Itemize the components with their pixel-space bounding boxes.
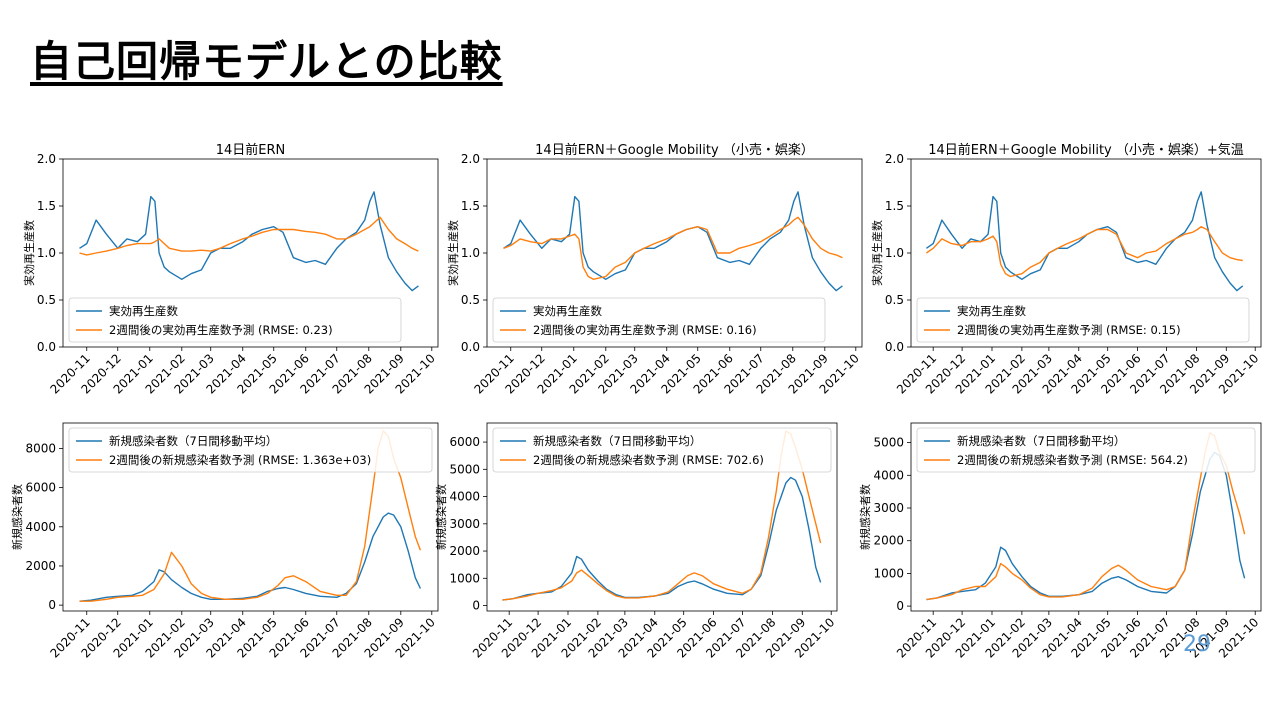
y-tick-label: 0.0: [885, 340, 904, 354]
y-tick-label: 5000: [873, 436, 904, 450]
legend-box: [68, 297, 402, 343]
legend-label: 新規感染者数（7日間移動平均）: [957, 434, 1125, 448]
y-tick-label: 3000: [873, 501, 904, 515]
series-line-1: [926, 451, 1246, 601]
legend: 実効再生産数 2週間後の実効再生産数予測 (RMSE: 0.23): [68, 297, 402, 343]
y-tick-label: 1.0: [885, 246, 904, 260]
y-tick-label: 1.0: [37, 246, 56, 260]
legend-label: 2週間後の実効再生産数予測 (RMSE: 0.23): [109, 323, 333, 337]
series-line-2: [79, 216, 419, 256]
y-axis-label: 実効再生産数: [22, 220, 36, 286]
legend-box: [916, 297, 1250, 343]
plot-frame: [486, 422, 838, 612]
y-tick-label: 2000: [25, 559, 56, 573]
y-tick-label: 0.0: [461, 340, 480, 354]
y-tick-label: 1.5: [37, 199, 56, 213]
legend-box: [916, 427, 1256, 473]
slide-title: 自己回帰モデルとの比較: [30, 37, 503, 86]
chart-panel-3: 14日前ERN＋Google Mobility （小売・娯楽）+気温 0.0 0.5…: [870, 142, 1262, 397]
chart-title: 14日前ERN＋Google Mobility （小売・娯楽）: [535, 142, 814, 158]
y-tick-label: 0.0: [37, 340, 56, 354]
y-tick-label: 8000: [25, 441, 56, 455]
legend-label: 実効再生産数: [533, 304, 602, 318]
y-tick-label: 0: [896, 599, 904, 613]
legend: 新規感染者数（7日間移動平均） 2週間後の新規感染者数予測 (RMSE: 1.36…: [68, 427, 433, 473]
chart-panel-1: 14日前ERN0.00.51.01.52.0実効再生産数2020-112020-…: [22, 142, 439, 397]
legend: 実効再生産数 2週間後の実効再生産数予測 (RMSE: 0.15): [916, 297, 1250, 343]
y-tick-label: 1.5: [461, 199, 480, 213]
y-tick-label: 0: [48, 598, 56, 612]
chart-panel-5: 0100020003000400050006000新規感染者数2020-1120…: [434, 422, 838, 661]
legend-label: 2週間後の新規感染者数予測 (RMSE: 702.6): [533, 453, 764, 467]
y-tick-label: 1000: [449, 571, 480, 585]
y-tick-label: 2.0: [885, 152, 904, 166]
plot-frame: [910, 422, 1262, 612]
y-tick-label: 2000: [873, 534, 904, 548]
legend-box: [492, 297, 826, 343]
y-tick-label: 2.0: [461, 152, 480, 166]
legend: 新規感染者数（7日間移動平均） 2週間後の新規感染者数予測 (RMSE: 702.…: [492, 427, 832, 473]
legend-label: 実効再生産数: [957, 304, 1026, 318]
legend-label: 2週間後の実効再生産数予測 (RMSE: 0.16): [533, 323, 757, 337]
y-tick-label: 0: [472, 599, 480, 613]
y-tick-label: 0.5: [37, 293, 56, 307]
legend-box: [492, 427, 832, 473]
y-tick-label: 1.0: [461, 246, 480, 260]
y-axis-label: 新規感染者数: [10, 484, 24, 550]
y-tick-label: 6000: [25, 481, 56, 495]
y-tick-label: 3000: [449, 517, 480, 531]
y-axis-label: 実効再生産数: [870, 220, 884, 286]
legend-label: 2週間後の実効再生産数予測 (RMSE: 0.15): [957, 323, 1181, 337]
chart-panel-2: 14日前ERN＋Google Mobility （小売・娯楽） 0.0 0.5 1.0…: [446, 142, 863, 397]
y-tick-label: 0.5: [885, 293, 904, 307]
series-line-1: [502, 476, 822, 601]
plot-frame: [62, 422, 439, 612]
chart-panel-6: 010002000300040005000新規感染者数2020-112020-1…: [858, 422, 1262, 661]
y-tick-label: 1.5: [885, 199, 904, 213]
legend: 新規感染者数（7日間移動平均） 2週間後の新規感染者数予測 (RMSE: 564.…: [916, 427, 1256, 473]
y-tick-label: 1000: [873, 566, 904, 580]
series-line-1: [79, 512, 422, 602]
y-tick-label: 2000: [449, 544, 480, 558]
y-tick-label: 4000: [873, 468, 904, 482]
y-tick-label: 5000: [449, 462, 480, 476]
page-number: 29: [1183, 632, 1211, 657]
y-axis-label: 新規感染者数: [858, 484, 872, 550]
y-tick-label: 2.0: [37, 152, 56, 166]
chart-panel-4: 02000400060008000新規感染者数2020-112020-12202…: [10, 422, 439, 661]
chart-title: 14日前ERN＋Google Mobility （小売・娯楽）+気温: [928, 142, 1244, 158]
legend-label: 新規感染者数（7日間移動平均）: [533, 434, 701, 448]
series-line-2: [503, 216, 843, 280]
series-line-1: [926, 191, 1244, 292]
y-tick-label: 6000: [449, 435, 480, 449]
legend-label: 実効再生産数: [109, 304, 178, 318]
series-line-2: [926, 225, 1243, 278]
y-axis-label: 新規感染者数: [434, 484, 448, 550]
legend-box: [68, 427, 433, 473]
legend-label: 2週間後の新規感染者数予測 (RMSE: 564.2): [957, 453, 1188, 467]
legend-label: 2週間後の新規感染者数予測 (RMSE: 1.363e+03): [109, 453, 371, 467]
legend: 実効再生産数 2週間後の実効再生産数予測 (RMSE: 0.16): [492, 297, 826, 343]
series-line-1: [503, 191, 843, 292]
chart-title: 14日前ERN: [216, 142, 286, 158]
y-tick-label: 4000: [449, 490, 480, 504]
legend-label: 新規感染者数（7日間移動平均）: [109, 434, 277, 448]
y-axis-label: 実効再生産数: [446, 220, 460, 286]
y-tick-label: 4000: [25, 520, 56, 534]
series-line-1: [79, 191, 419, 292]
y-tick-label: 0.5: [461, 293, 480, 307]
